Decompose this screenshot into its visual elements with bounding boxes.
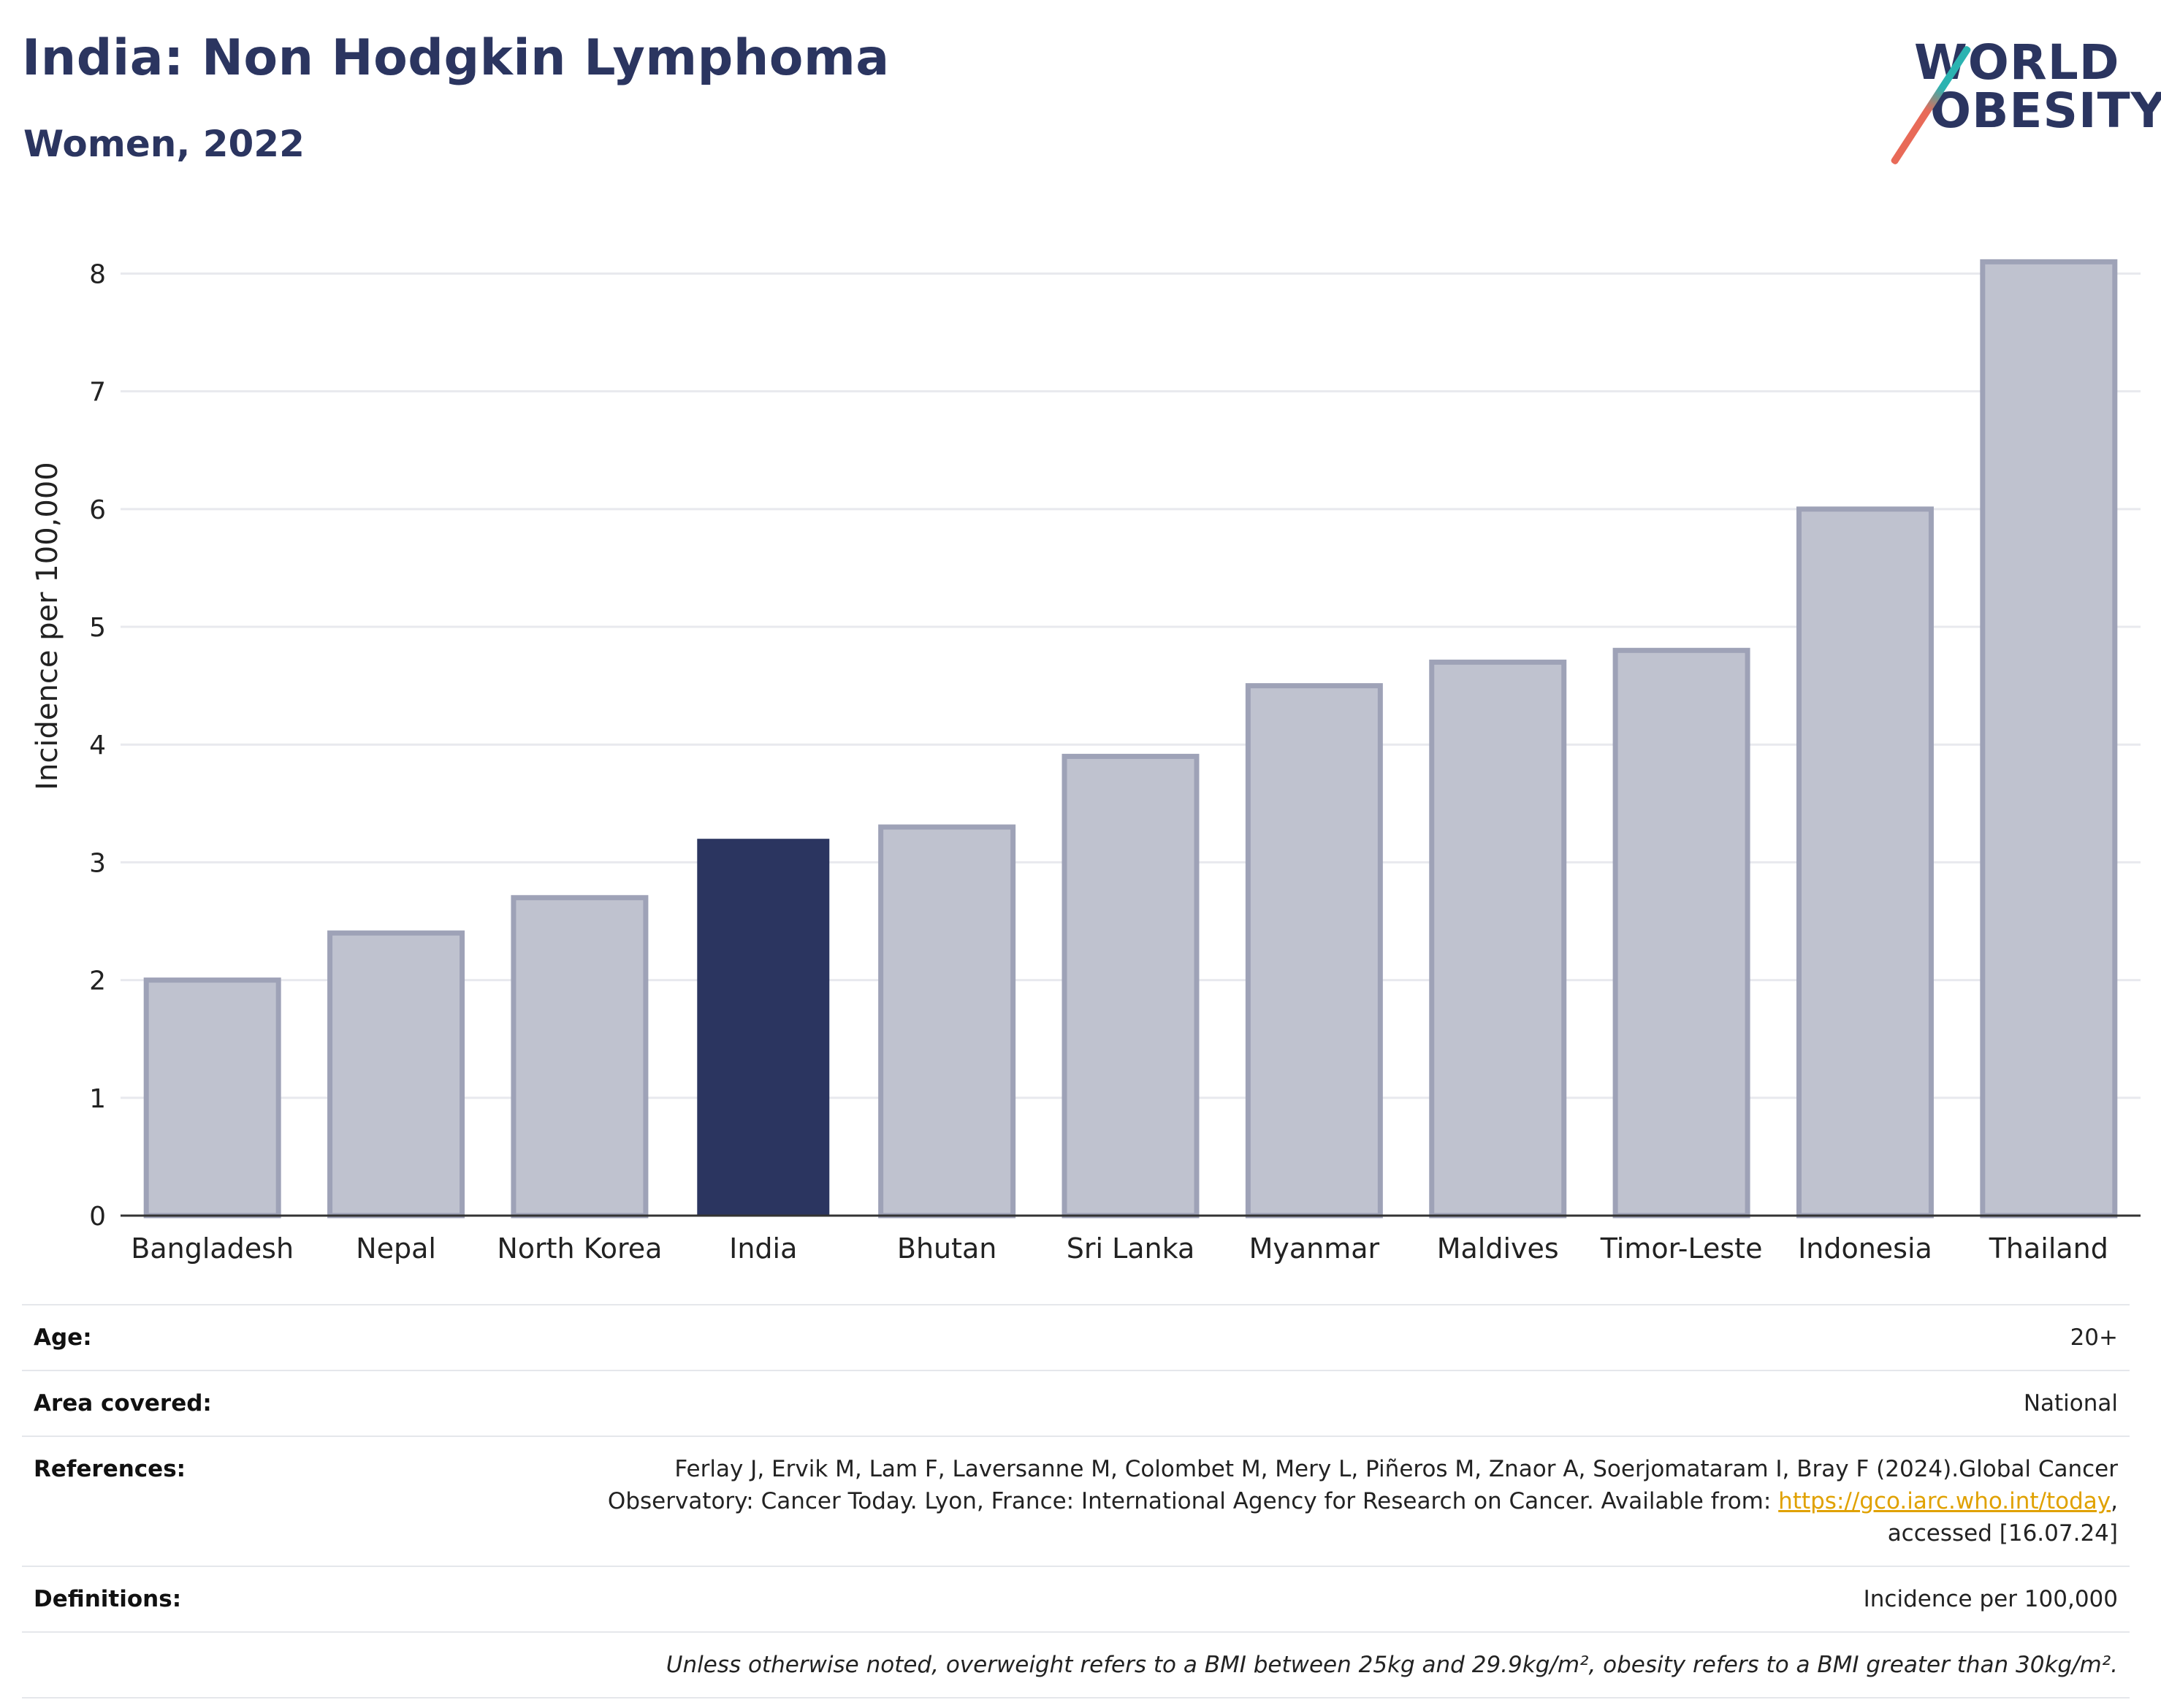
y-axis-title: Incidence per 100,000 xyxy=(31,462,64,790)
x-tick-label: North Korea xyxy=(497,1232,662,1264)
definitions-label: Definitions: xyxy=(34,1586,182,1612)
info-row-area: Area covered: National xyxy=(22,1371,2130,1437)
bar-chart: 0 1 2 3 4 5 6 7 8 Bangladesh Nepal North Korea Indi… xyxy=(31,259,2141,1264)
x-axis-labels: Bangladesh Nepal North Korea India Bhutan Sri… xyxy=(131,1232,2108,1264)
bar-thailand[interactable] xyxy=(1980,259,2118,1219)
x-tick-label: Nepal xyxy=(356,1232,436,1264)
info-row-definitions: Definitions: Incidence per 100,000 xyxy=(22,1567,2130,1633)
y-tick-label: 7 xyxy=(89,378,106,408)
y-tick-label: 0 xyxy=(89,1202,106,1232)
x-tick-label: Indonesia xyxy=(1798,1232,1932,1264)
references-label: References: xyxy=(34,1456,186,1482)
bar-nepal[interactable] xyxy=(327,930,465,1219)
bar-sri-lanka[interactable] xyxy=(1062,753,1200,1219)
references-value: Ferlay J, Ervik M, Lam F, Laversanne M, … xyxy=(547,1453,2118,1549)
references-link[interactable]: https://gco.iarc.who.int/today xyxy=(1778,1488,2111,1514)
area-value: National xyxy=(2023,1390,2118,1417)
x-tick-label: Sri Lanka xyxy=(1067,1232,1195,1264)
x-tick-label: Myanmar xyxy=(1249,1232,1380,1264)
definitions-value: Incidence per 100,000 xyxy=(1863,1586,2118,1612)
references-suffix: , accessed [16.07.24] xyxy=(1887,1488,2118,1547)
x-tick-label: Bangladesh xyxy=(131,1232,294,1264)
bar-myanmar[interactable] xyxy=(1245,683,1383,1219)
logo-text-obesity: OBESITY xyxy=(1930,83,2161,139)
bars xyxy=(143,259,2118,1219)
bar-bhutan[interactable] xyxy=(878,824,1016,1219)
info-row-age: Age: 20+ xyxy=(22,1305,2130,1371)
bar-north-korea[interactable] xyxy=(511,895,649,1219)
y-tick-label: 1 xyxy=(89,1084,106,1114)
area-label: Area covered: xyxy=(34,1390,212,1417)
references-text: Ferlay J, Ervik M, Lam F, Laversanne M, … xyxy=(607,1456,2118,1514)
info-row-references: References: Ferlay J, Ervik M, Lam F, La… xyxy=(22,1437,2130,1567)
info-table: Age: 20+ Area covered: National Referenc… xyxy=(22,1304,2130,1699)
y-tick-label: 6 xyxy=(89,495,106,525)
y-tick-label: 4 xyxy=(89,731,106,760)
age-value: 20+ xyxy=(2070,1324,2118,1351)
bar-timor-leste[interactable] xyxy=(1612,647,1750,1219)
x-tick-label: Timor-Leste xyxy=(1600,1232,1763,1264)
chart-title: India: Non Hodgkin Lymphoma xyxy=(22,29,890,87)
y-tick-label: 8 xyxy=(89,259,106,289)
y-tick-label: 2 xyxy=(89,967,106,996)
y-axis-ticks: 0 1 2 3 4 5 6 7 8 xyxy=(89,259,106,1232)
y-tick-label: 3 xyxy=(89,848,106,878)
world-obesity-logo[interactable]: WORLD OBESITY xyxy=(1890,33,2161,166)
x-tick-label: Maldives xyxy=(1437,1232,1559,1264)
bmi-note: Unless otherwise noted, overweight refer… xyxy=(666,1652,2118,1678)
info-row-note: Unless otherwise noted, overweight refer… xyxy=(22,1633,2130,1699)
x-tick-label: India xyxy=(729,1232,797,1264)
age-label: Age: xyxy=(34,1324,92,1351)
x-tick-label: Thailand xyxy=(1989,1232,2108,1264)
bar-maldives[interactable] xyxy=(1429,659,1567,1219)
y-tick-label: 5 xyxy=(89,613,106,643)
x-tick-label: Bhutan xyxy=(897,1232,997,1264)
bar-indonesia[interactable] xyxy=(1796,506,1934,1219)
bar-india[interactable] xyxy=(697,839,830,1216)
chart-subtitle: Women, 2022 xyxy=(23,123,305,165)
bar-bangladesh[interactable] xyxy=(143,977,281,1219)
